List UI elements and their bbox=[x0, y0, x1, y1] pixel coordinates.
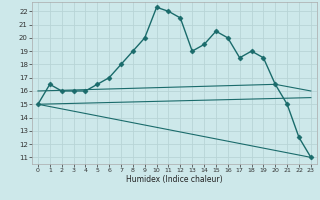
X-axis label: Humidex (Indice chaleur): Humidex (Indice chaleur) bbox=[126, 175, 223, 184]
